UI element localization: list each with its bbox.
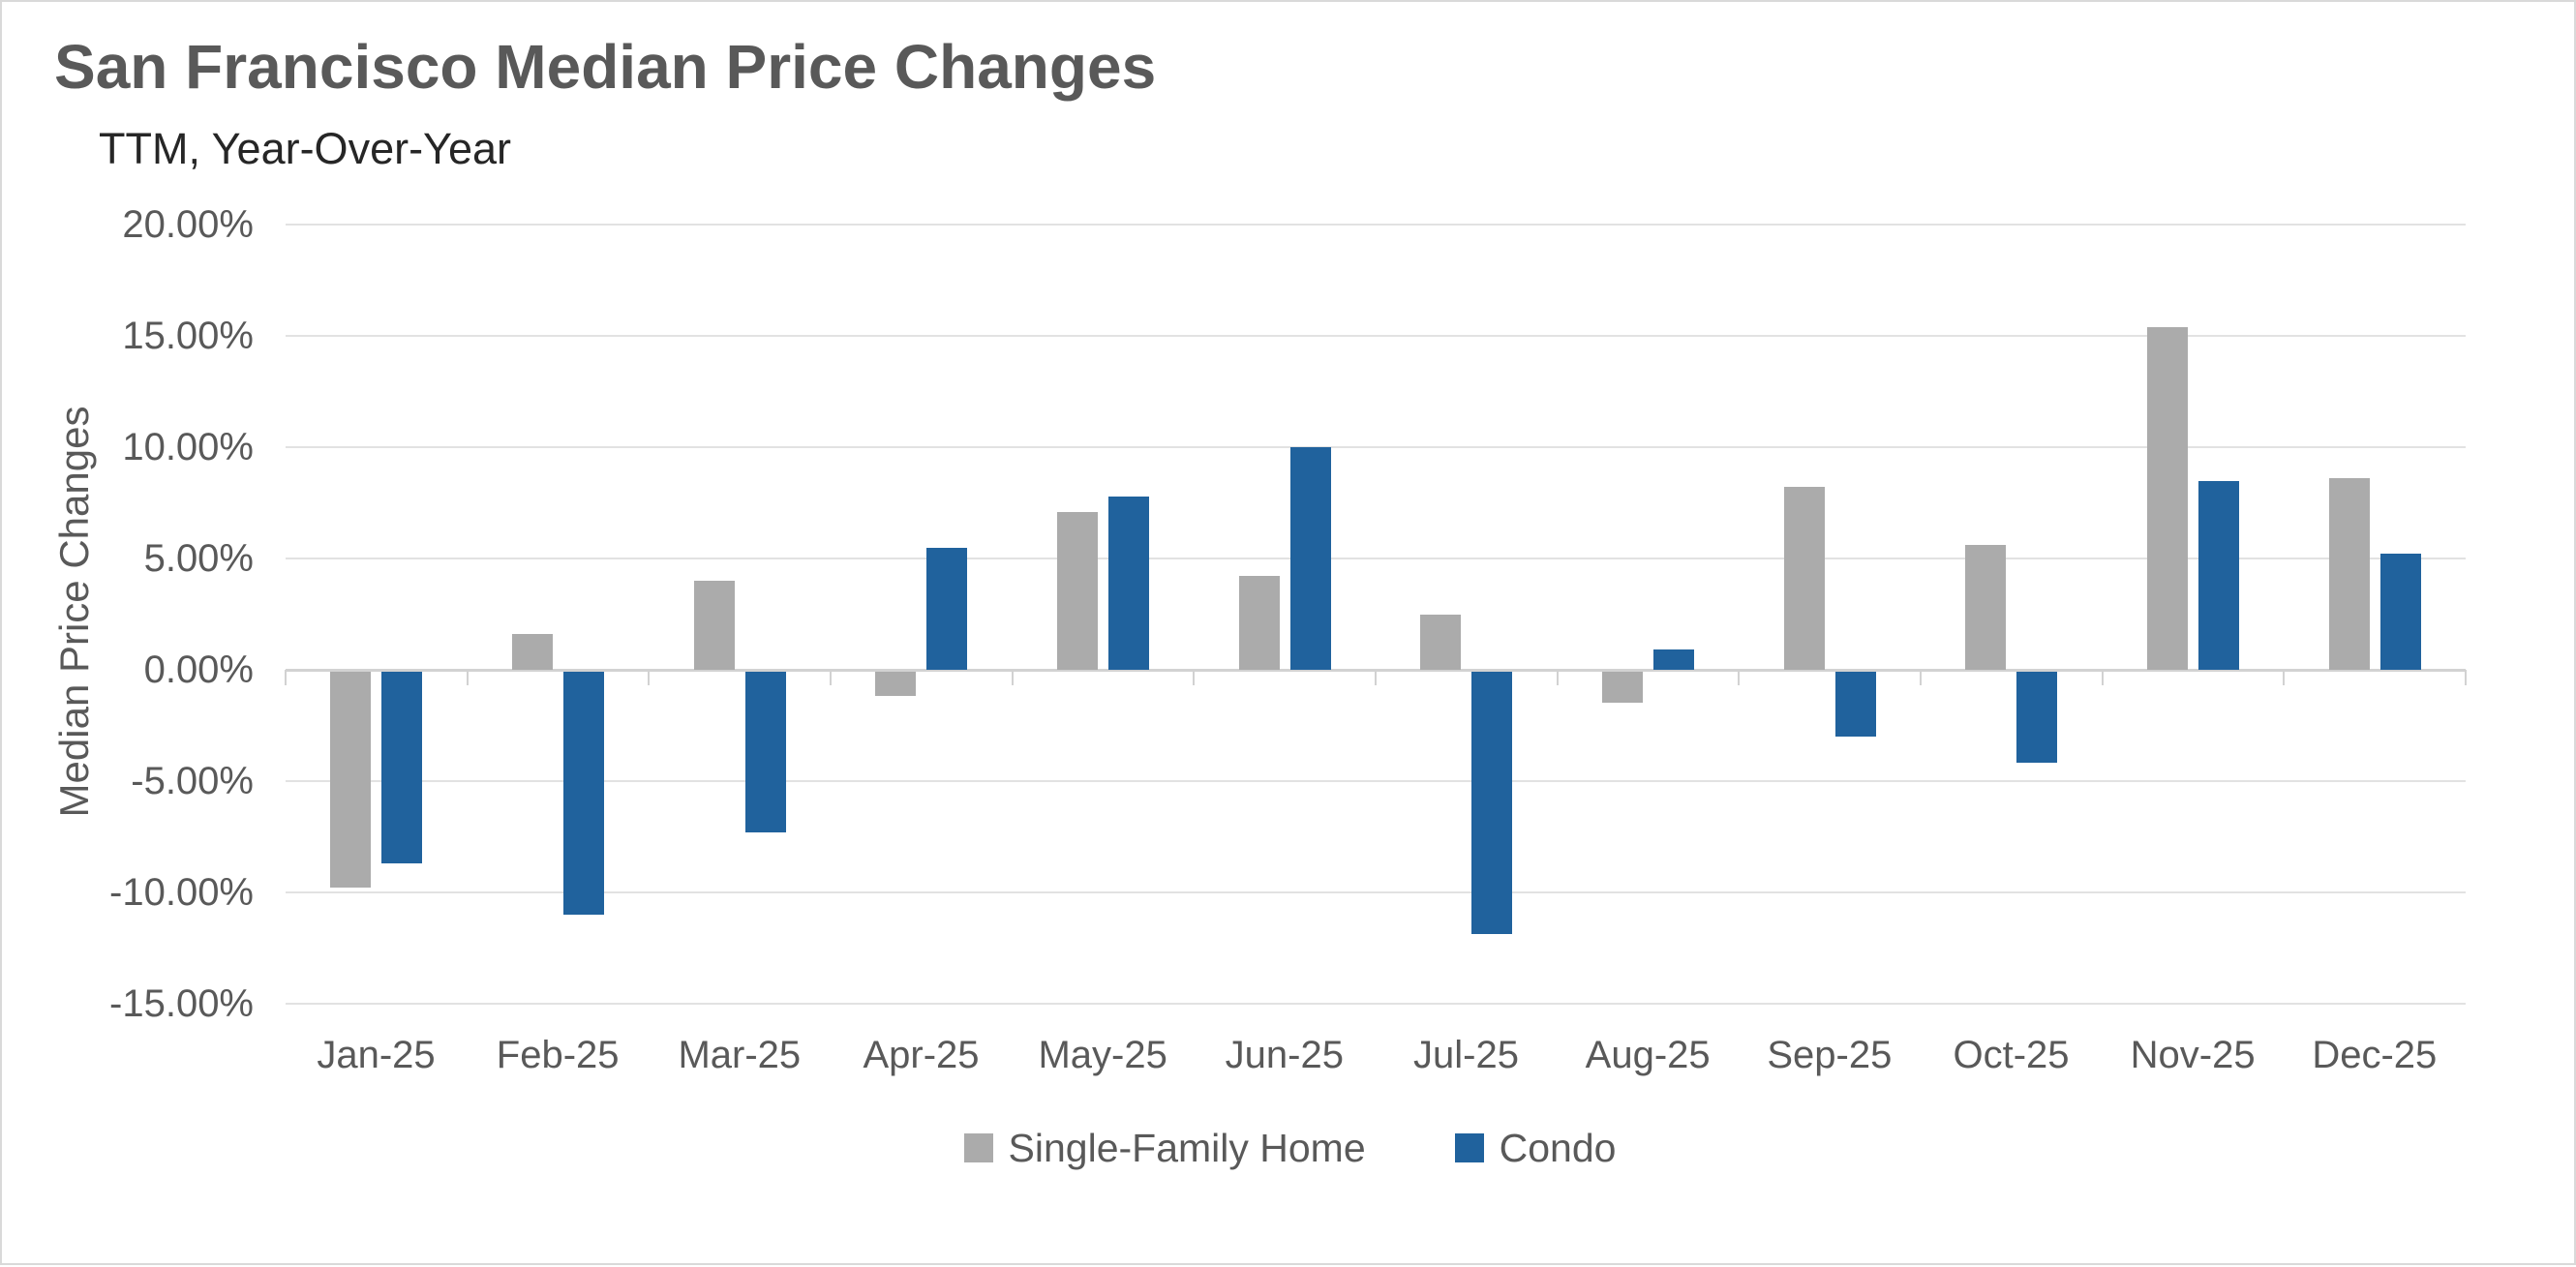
bar-condo-jan-25 — [381, 672, 423, 863]
bar-single-family-home-apr-25 — [875, 672, 917, 697]
x-axis-tick — [648, 670, 651, 685]
bar-condo-jul-25 — [1471, 672, 1513, 935]
gridline — [286, 780, 2466, 782]
bar-condo-oct-25 — [2016, 672, 2058, 764]
gridline — [286, 891, 2466, 893]
bar-single-family-home-aug-25 — [1602, 672, 1643, 704]
bar-single-family-home-feb-25 — [512, 634, 553, 670]
x-axis-tick — [2283, 670, 2286, 685]
legend-swatch-icon — [963, 1133, 993, 1162]
bar-condo-jun-25 — [1289, 447, 1331, 670]
bar-condo-may-25 — [1108, 496, 1149, 670]
x-axis-tick — [1375, 670, 1377, 685]
x-axis-tick — [1193, 670, 1196, 685]
x-axis-tick — [1011, 670, 1014, 685]
gridline — [286, 558, 2466, 559]
bar-single-family-home-mar-25 — [693, 581, 735, 670]
x-axis-tick-label: Nov-25 — [2130, 1034, 2256, 1076]
y-axis-tick-label: 15.00% — [122, 315, 254, 357]
legend-label: Condo — [1499, 1125, 1617, 1170]
x-axis-tick — [1738, 670, 1741, 685]
x-axis-tick-label: Aug-25 — [1585, 1034, 1711, 1076]
y-axis-tick-label: -15.00% — [109, 982, 254, 1025]
x-axis-tick — [1556, 670, 1559, 685]
y-axis-tick-label: 5.00% — [143, 537, 254, 580]
x-axis-tick — [2101, 670, 2104, 685]
gridline — [286, 224, 2466, 226]
legend-swatch-icon — [1454, 1133, 1484, 1162]
bar-condo-sep-25 — [1834, 672, 1876, 737]
x-axis-tick-label: Feb-25 — [496, 1034, 620, 1076]
gridline — [286, 446, 2466, 448]
x-axis-tick-label: Apr-25 — [863, 1034, 980, 1076]
bar-single-family-home-jun-25 — [1238, 576, 1280, 670]
y-axis-tick-label: -10.00% — [109, 871, 254, 914]
x-axis-tick-label: May-25 — [1038, 1034, 1167, 1076]
x-axis-tick-label: Jul-25 — [1413, 1034, 1519, 1076]
x-axis-tick-label: Sep-25 — [1767, 1034, 1893, 1076]
bar-condo-dec-25 — [2379, 554, 2421, 670]
y-axis-tick-label: 10.00% — [122, 426, 254, 468]
legend-item-single-family-home: Single-Family Home — [963, 1125, 1366, 1171]
bar-single-family-home-oct-25 — [1965, 545, 2007, 670]
bar-single-family-home-jan-25 — [330, 672, 372, 889]
chart-title: San Francisco Median Price Changes — [54, 32, 1157, 102]
bar-condo-nov-25 — [2198, 480, 2239, 670]
x-axis-tick-label: Mar-25 — [678, 1034, 802, 1076]
y-axis-tick-label: 0.00% — [143, 649, 254, 691]
gridline — [286, 1003, 2466, 1005]
x-axis-tick — [285, 670, 287, 685]
bar-condo-apr-25 — [926, 547, 968, 670]
bar-single-family-home-jul-25 — [1420, 614, 1462, 670]
bar-single-family-home-sep-25 — [1783, 487, 1825, 670]
chart-subtitle: TTM, Year-Over-Year — [99, 124, 511, 173]
y-axis-tick-label: -5.00% — [131, 760, 254, 802]
bar-condo-mar-25 — [744, 672, 786, 832]
x-axis-tick — [466, 670, 469, 685]
bar-single-family-home-nov-25 — [2147, 326, 2188, 670]
legend-item-condo: Condo — [1454, 1125, 1617, 1171]
x-axis-tick — [830, 670, 832, 685]
x-axis-tick — [1920, 670, 1922, 685]
y-axis-tick-label: 20.00% — [122, 203, 254, 246]
bar-single-family-home-may-25 — [1057, 511, 1098, 670]
x-axis-tick-label: Dec-25 — [2312, 1034, 2438, 1076]
legend: Single-Family Home Condo — [2, 1121, 2576, 1175]
bar-condo-feb-25 — [563, 672, 604, 915]
x-axis-tick — [2465, 670, 2467, 685]
gridline — [286, 335, 2466, 337]
legend-label: Single-Family Home — [1008, 1125, 1366, 1170]
bar-single-family-home-dec-25 — [2328, 478, 2370, 670]
x-axis-tick-label: Oct-25 — [1953, 1034, 2070, 1076]
x-axis-tick-label: Jun-25 — [1225, 1034, 1344, 1076]
x-axis-tick-label: Jan-25 — [317, 1034, 436, 1076]
bar-condo-aug-25 — [1653, 649, 1694, 670]
